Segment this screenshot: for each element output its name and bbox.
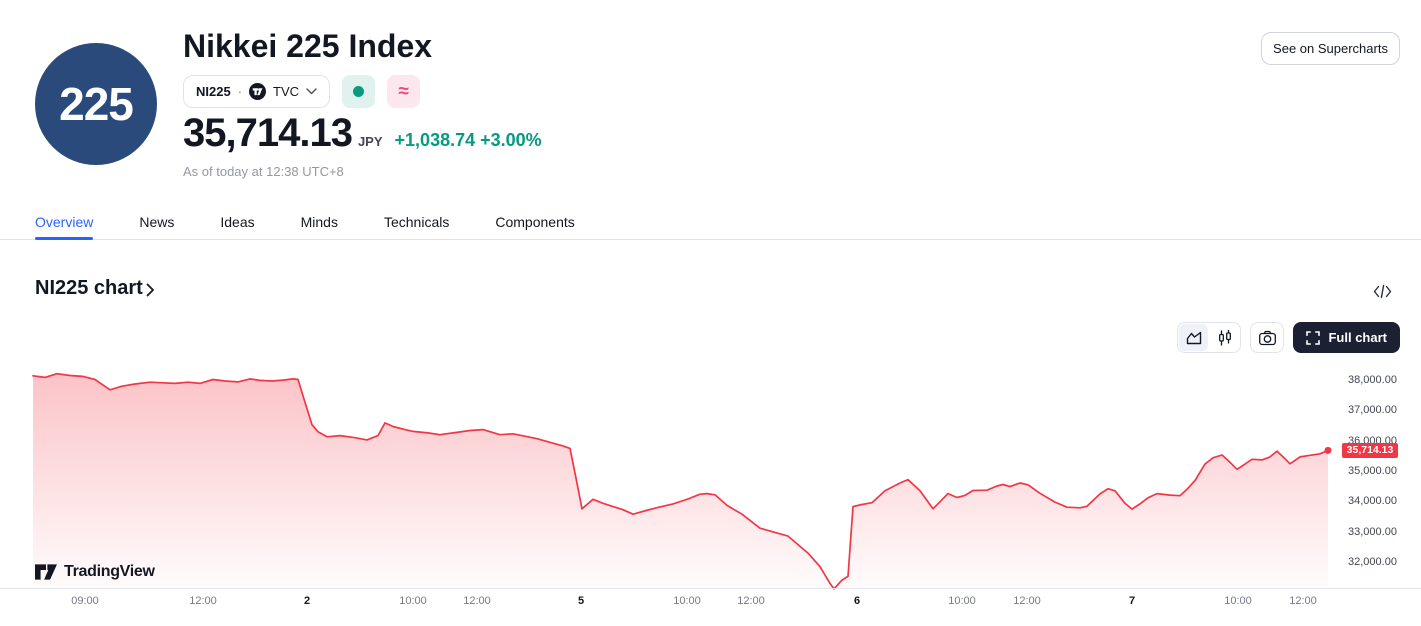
- tradingview-attribution-link[interactable]: TradingView: [35, 563, 155, 581]
- time-axis-day-label: 7: [1128, 595, 1136, 607]
- currency-label: JPY: [357, 134, 383, 149]
- price-axis-tick: 33,000.00: [1348, 525, 1397, 538]
- price-axis-tick: 38,000.00: [1348, 374, 1397, 386]
- chevron-right-icon: [146, 283, 155, 297]
- time-axis-time-label: 10:00: [948, 595, 976, 607]
- time-axis-day-label: 2: [303, 595, 311, 607]
- area-chart-icon: [1185, 329, 1203, 347]
- time-axis-day-label: 6: [853, 595, 861, 607]
- tradingview-brand-text: TradingView: [64, 563, 155, 580]
- symbol-row: NI225 · TVC ≈: [183, 75, 421, 108]
- time-axis-separator: [0, 588, 1421, 589]
- tab-list: Overview News Ideas Minds Technicals Componen…: [0, 204, 1421, 240]
- page-title: Nikkei 225 Index: [183, 28, 433, 64]
- delayed-data-indicator[interactable]: ≈: [387, 75, 421, 108]
- fullscreen-icon: [1306, 330, 1321, 345]
- tab-ideas[interactable]: Ideas: [220, 213, 255, 230]
- embed-code-icon[interactable]: [1370, 281, 1394, 301]
- candles-chart-type-button[interactable]: [1210, 324, 1239, 351]
- chart-section-title: NI225 chart: [35, 277, 143, 299]
- tradingview-logo-icon: [35, 564, 57, 580]
- tab-bar: Overview News Ideas Minds Technicals Componen…: [0, 204, 1421, 240]
- last-price-axis-badge: 35,714.13: [1342, 442, 1398, 458]
- approx-icon: ≈: [398, 81, 409, 102]
- price-axis-tick: 37,000.00: [1348, 404, 1397, 417]
- tab-technicals[interactable]: Technicals: [383, 213, 450, 230]
- time-axis-day-label: 5: [577, 595, 585, 607]
- price-axis-tick: 32,000.00: [1348, 556, 1397, 569]
- tab-minds[interactable]: Minds: [300, 213, 338, 230]
- exchange-label: TVC: [273, 84, 300, 99]
- time-axis: 09:00 12:00 2 10:00 12:00 5 10:00 12:00 6 10:00 12…: [0, 595, 1421, 609]
- tab-news[interactable]: News: [139, 213, 175, 230]
- price-change: +1,038.74 +3.00%: [395, 130, 542, 151]
- time-axis-time-label: 12:00: [463, 595, 491, 607]
- chart-type-segmented-control: [1177, 322, 1242, 353]
- time-axis-time-label: 10:00: [399, 595, 427, 607]
- tradingview-circle-icon: [249, 83, 267, 100]
- snapshot-button[interactable]: [1250, 322, 1285, 353]
- price-area-fill: [33, 373, 1328, 589]
- price-line: [32, 372, 1329, 590]
- time-axis-time-label: 12:00: [189, 595, 217, 607]
- symbol-selector-button[interactable]: NI225 · TVC: [183, 75, 331, 108]
- last-price: 35,714.13: [183, 111, 353, 155]
- chart-toolbar: Full chart: [1177, 322, 1400, 353]
- symbol-separator: ·: [237, 84, 243, 99]
- time-axis-time-label: 12:00: [1013, 595, 1041, 607]
- camera-icon: [1258, 329, 1277, 347]
- price-axis-tick: 35,000.00: [1348, 465, 1397, 478]
- symbol-logo-text: 225: [59, 78, 134, 130]
- chart-canvas[interactable]: [0, 365, 1340, 591]
- see-on-supercharts-button[interactable]: See on Supercharts: [1261, 32, 1400, 65]
- symbol-ticker: NI225: [196, 84, 231, 99]
- as-of-timestamp: As of today at 12:38 UTC+8: [183, 164, 344, 179]
- time-axis-time-label: 09:00: [71, 595, 99, 607]
- time-axis-time-label: 10:00: [1224, 595, 1252, 607]
- tab-overview[interactable]: Overview: [35, 204, 94, 240]
- full-chart-label: Full chart: [1328, 330, 1387, 345]
- area-chart-type-button[interactable]: [1179, 324, 1209, 351]
- symbol-logo: 225: [35, 43, 157, 165]
- tab-components[interactable]: Components: [495, 213, 575, 230]
- price-change-pct: +3.00%: [480, 130, 542, 150]
- time-axis-time-label: 12:00: [1289, 595, 1317, 607]
- price-row: 35,714.13 JPY +1,038.74 +3.00%: [183, 111, 542, 156]
- chevron-down-icon: [306, 88, 317, 95]
- time-axis-time-label: 12:00: [737, 595, 765, 607]
- chart-section-link[interactable]: NI225 chart: [35, 277, 155, 300]
- full-chart-button[interactable]: Full chart: [1293, 322, 1400, 353]
- market-open-indicator[interactable]: [342, 75, 376, 108]
- time-axis-time-label: 10:00: [673, 595, 701, 607]
- last-price-dot: [1324, 446, 1332, 454]
- candlestick-icon: [1216, 329, 1234, 347]
- price-change-abs: +1,038.74: [394, 130, 476, 150]
- price-axis-tick: 34,000.00: [1348, 495, 1397, 508]
- market-open-dot-icon: [353, 86, 365, 97]
